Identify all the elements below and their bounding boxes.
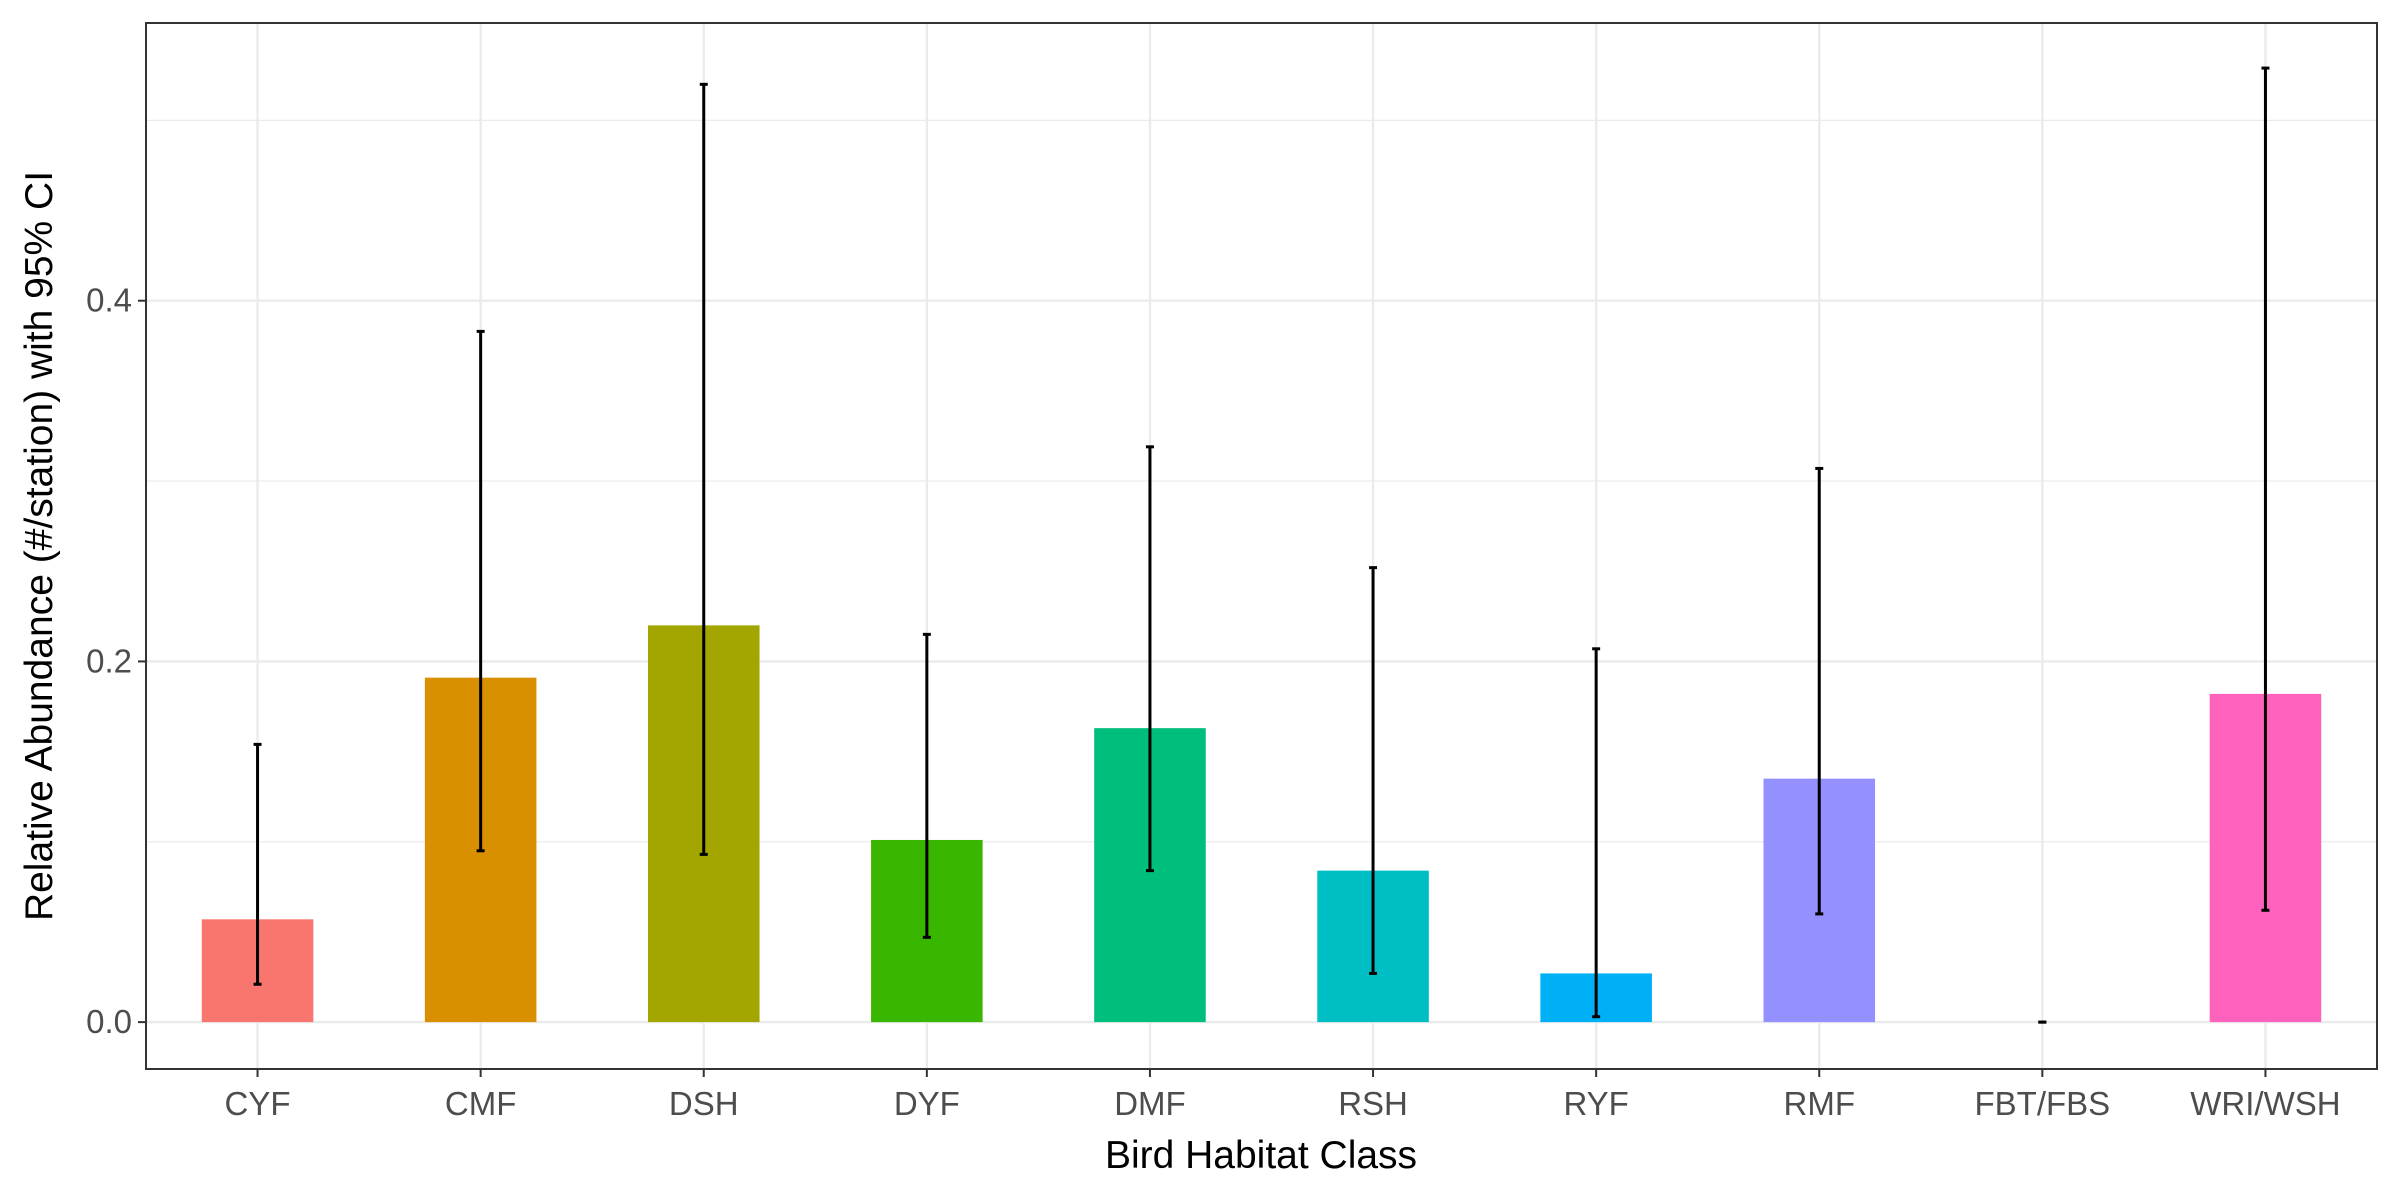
y-tick-label: 0.0 [86,1003,132,1040]
x-tick-label: WRI/WSH [2190,1085,2340,1122]
x-tick-label: DMF [1114,1085,1185,1122]
errorbar-layer [253,66,2270,1024]
error-bar-cmf [476,329,485,853]
x-tick-label: DSH [669,1085,739,1122]
axis-layer: 0.0 0.2 0.4 CYF CMF DSH DYF DMF RSH RYF RMF FBT/FBS… [86,282,2340,1122]
error-bar-rsh [1369,566,1378,975]
x-tick-label: FBT/FBS [1975,1085,2111,1122]
error-bar-dsh [699,82,708,856]
error-bar-dyf [922,632,931,939]
y-axis-title: Relative Abundance (#/station) with 95% … [18,171,61,921]
y-tick-label: 0.4 [86,282,132,319]
plot-border [145,22,2378,1070]
x-tick-label: RMF [1784,1085,1855,1122]
y-tick-label: 0.2 [86,642,132,679]
error-bar-ryf [1592,647,1601,1019]
error-bar-cyf [253,742,262,986]
x-tick-label: CMF [445,1085,516,1122]
error-bar-dmf [1145,445,1154,873]
error-bar-rmf [1815,466,1824,916]
error-bar-wri-wsh [2261,66,2270,912]
x-tick-label: RYF [1563,1085,1628,1122]
x-tick-label: RSH [1338,1085,1408,1122]
x-axis-title: Bird Habitat Class [1105,1134,1417,1177]
bar-layer [201,625,2322,1023]
x-tick-label: DYF [894,1085,960,1122]
x-tick-label: CYF [225,1085,291,1122]
